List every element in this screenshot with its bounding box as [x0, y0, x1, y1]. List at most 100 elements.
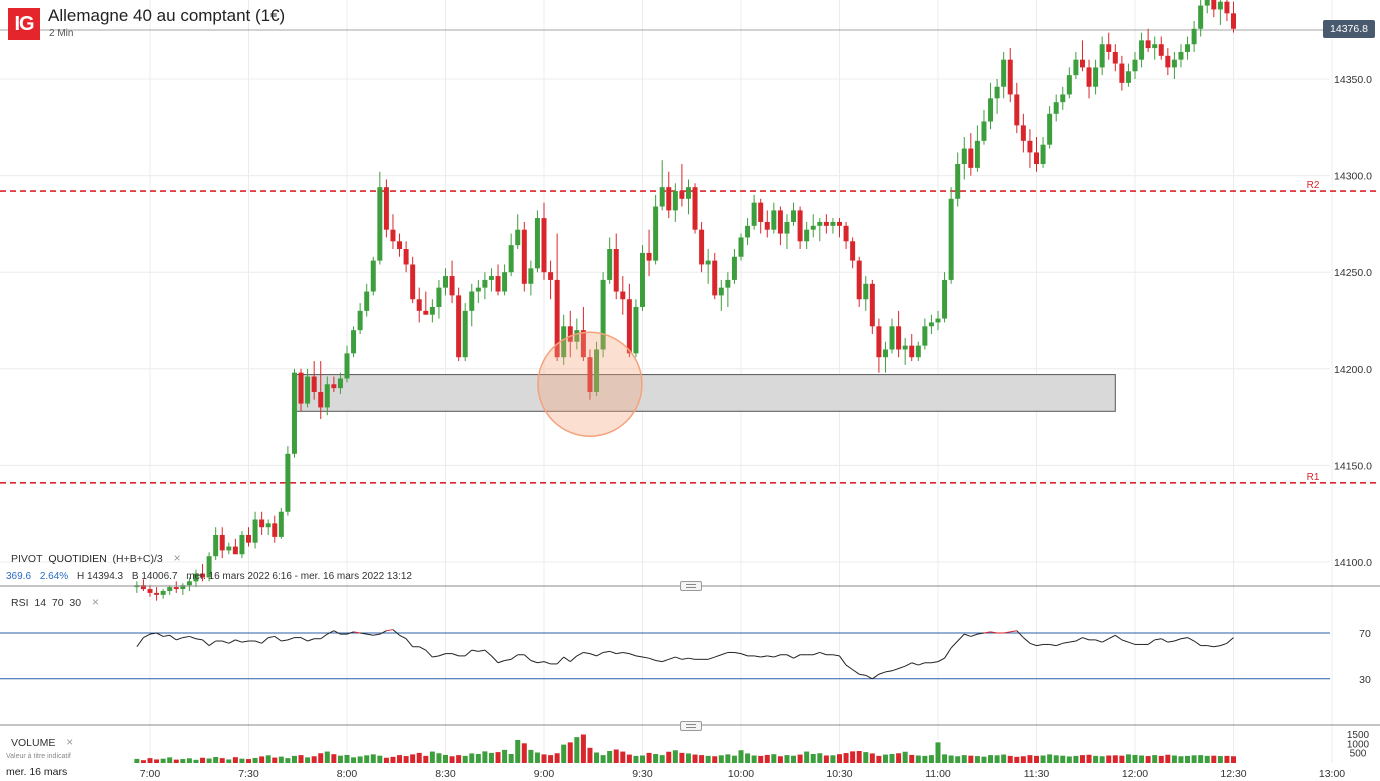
- candle: [994, 79, 1000, 114]
- candle-body: [291, 372, 297, 454]
- pivot-low: B 14006.7: [131, 571, 178, 582]
- timeframe-label[interactable]: 2 Min: [49, 28, 74, 39]
- time-tick-label: 10:00: [728, 768, 754, 780]
- pivot-indicator-label[interactable]: PIVOT QUOTIDIEN (H+B+C)/3 ×: [11, 551, 181, 565]
- candle: [876, 318, 882, 373]
- rsi-segment: [891, 668, 899, 672]
- rsi-segment: [1207, 645, 1214, 648]
- rsi-segment: [1075, 637, 1083, 642]
- rsi-segment: [1213, 645, 1221, 648]
- rsi-segment: [609, 650, 617, 655]
- rsi-segment: [241, 640, 249, 643]
- candle: [633, 299, 639, 358]
- candle-body: [659, 187, 665, 207]
- candle: [988, 82, 994, 130]
- candle-body: [259, 519, 265, 528]
- rsi-segment: [754, 655, 761, 658]
- candle-body: [186, 581, 192, 586]
- candle-body: [534, 218, 540, 269]
- rsi-segment: [143, 633, 151, 639]
- candle: [548, 260, 554, 300]
- candle-body: [882, 349, 888, 358]
- candle-body: [206, 556, 212, 578]
- rsi-segment: [438, 653, 446, 657]
- candle: [587, 349, 593, 400]
- candle: [443, 268, 448, 296]
- volume-bar: [390, 756, 396, 763]
- rsi-segment: [740, 653, 748, 657]
- candle: [521, 221, 527, 292]
- rsi-segment: [1108, 634, 1116, 640]
- rsi-name: RSI: [11, 597, 29, 609]
- candle-body: [935, 318, 941, 323]
- candle-body: [1027, 140, 1033, 153]
- price-tick-label: 14350.0: [1334, 74, 1372, 86]
- candle: [896, 310, 902, 358]
- volume-bar: [1132, 754, 1138, 763]
- candle: [843, 221, 849, 250]
- candle-body: [331, 384, 337, 389]
- volume-bar: [291, 755, 297, 763]
- candle-body: [429, 306, 435, 315]
- rsi-segment: [360, 632, 367, 635]
- rsi-segment: [898, 665, 906, 669]
- candle-body: [232, 546, 238, 555]
- candle: [922, 318, 928, 350]
- pivot-formula: (H+B+C)/3: [112, 553, 163, 565]
- rsi-segment: [990, 631, 998, 634]
- candle: [206, 552, 212, 582]
- candle-body: [475, 287, 481, 292]
- volume-bar: [357, 756, 363, 763]
- candle: [219, 527, 225, 559]
- volume-bar: [488, 752, 494, 763]
- candle-body: [1073, 59, 1079, 76]
- volume-bar: [1125, 754, 1131, 763]
- volume-indicator-label[interactable]: VOLUME ×: [11, 735, 73, 749]
- volume-bar: [219, 758, 225, 763]
- candle-body: [226, 546, 232, 551]
- candle: [731, 249, 737, 284]
- volume-bar: [653, 754, 659, 763]
- pane-resize-handle-volume[interactable]: [680, 721, 702, 731]
- volume-close-icon[interactable]: ×: [66, 735, 74, 749]
- candle-body: [784, 221, 790, 234]
- candle-body: [1086, 67, 1092, 87]
- volume-bar: [436, 753, 442, 763]
- rsi-segment: [648, 657, 656, 661]
- candle-body: [574, 330, 580, 342]
- candle: [837, 218, 842, 238]
- candle: [804, 221, 810, 250]
- candle-body: [443, 276, 448, 288]
- pane-resize-handle-rsi[interactable]: [680, 581, 702, 591]
- candle: [502, 264, 508, 296]
- volume-bar: [370, 754, 376, 763]
- volume-bar: [423, 755, 429, 763]
- candle-body: [1119, 63, 1125, 83]
- candle: [416, 287, 422, 323]
- rsi-close-icon[interactable]: ×: [92, 595, 100, 609]
- candle: [567, 310, 573, 358]
- candle: [817, 218, 823, 242]
- rsi-segment: [366, 633, 374, 636]
- candle-body: [344, 353, 350, 379]
- time-tick-label: 9:00: [534, 768, 555, 780]
- candle: [357, 303, 363, 335]
- volume-bar: [1171, 755, 1177, 763]
- candle-body: [607, 249, 613, 280]
- date-label: mer. 16 mars: [6, 766, 68, 778]
- candle-body: [922, 326, 928, 346]
- volume-bar: [193, 759, 199, 763]
- rsi-segment: [432, 655, 440, 658]
- candle: [351, 326, 357, 358]
- candle: [1165, 48, 1171, 76]
- rsi-indicator-label[interactable]: RSI 14 70 30 ×: [11, 595, 99, 609]
- candle: [771, 202, 777, 234]
- highlight-circle: [537, 331, 643, 438]
- pivot-close-icon[interactable]: ×: [173, 551, 181, 565]
- volume-bar: [1185, 755, 1191, 763]
- volume-bar: [180, 759, 186, 763]
- candle-body: [1231, 13, 1236, 29]
- candle-body: [1106, 44, 1112, 52]
- volume-bar: [876, 755, 882, 763]
